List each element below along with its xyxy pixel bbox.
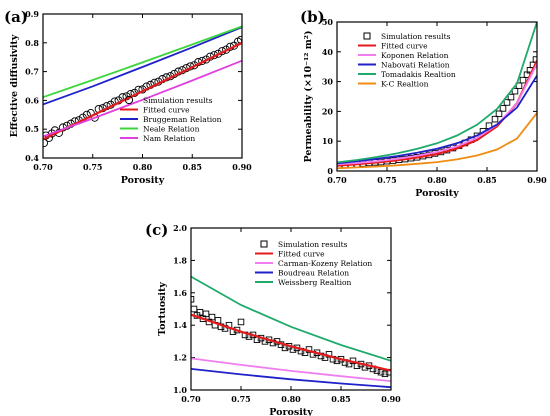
y-tick-label: 20	[322, 106, 334, 116]
data-point	[507, 93, 515, 101]
panel-c-tortuosity: (c) 0.70 0.75 0.80 0.85 0.90 1.0 1.2 1.4 1.6 1.8 2.…	[145, 221, 401, 416]
data-point	[499, 105, 507, 112]
legend-swatch	[363, 32, 371, 40]
legend-entry: Bruggeman Relation	[143, 115, 222, 124]
y-axis-label: Effective diffusivity	[9, 34, 20, 137]
series-line	[337, 75, 537, 165]
data-point	[495, 110, 503, 118]
legend-entry: Neale Relation	[143, 125, 200, 134]
legend-entry: Tomadakis Realtion	[381, 70, 456, 79]
legend-entry: Weissberg Realtion	[278, 278, 352, 287]
x-tick-label: 0.70	[181, 394, 201, 404]
x-tick-label: 0.85	[183, 162, 202, 172]
data-layer	[337, 22, 537, 170]
data-layer	[191, 275, 391, 389]
x-tick-label: 0.75	[377, 175, 396, 185]
y-tick-label: 0.6	[25, 95, 39, 105]
legend-entry: Nam Relation	[143, 134, 195, 143]
legend-entry: Simulation results	[143, 96, 213, 105]
legend-entry: Boudreau Relation	[278, 269, 349, 278]
y-tick-label: 50	[322, 17, 334, 27]
series-line	[43, 26, 242, 106]
x-tick-label: 0.90	[381, 394, 401, 404]
y-tick-label: 1.8	[173, 255, 187, 265]
y-tick-label: 1.4	[173, 320, 187, 330]
x-tick-label: 0.80	[133, 162, 153, 172]
x-tick-label: 0.75	[231, 394, 250, 404]
x-tick-label: 0.85	[477, 175, 496, 185]
y-tick-label: 1.0	[173, 385, 187, 395]
y-tick-label: 0	[327, 166, 333, 176]
y-tick-label: 1.6	[173, 288, 187, 298]
series-line	[337, 22, 537, 164]
y-tick-label: 2.0	[173, 223, 187, 233]
legend-entry: Fitted curve	[381, 42, 428, 51]
legend-entry: Koponen Relation	[381, 51, 449, 60]
legend-entry: Fitted curve	[278, 250, 325, 259]
plot-frame	[336, 21, 538, 172]
panel-label: (b)	[300, 8, 325, 26]
data-point	[519, 76, 527, 84]
data-layer	[43, 25, 242, 148]
legend-entry: Fitted curve	[143, 106, 190, 115]
y-tick-label: 1.2	[173, 353, 187, 363]
y-tick-label: 40	[322, 47, 334, 57]
panel-a-effective-diffusivity: (a) 0.70 0.75 0.80 0.85 0.90 0.4 0.5 0.6 0.7 0.8 0.…	[4, 8, 252, 186]
data-point	[503, 99, 511, 106]
data-point	[377, 368, 385, 376]
legend-entry: Nabovati Relation	[381, 61, 450, 70]
x-tick-label: 0.80	[427, 175, 447, 185]
data-point	[511, 87, 519, 95]
legend-entry: Simulation results	[278, 240, 348, 249]
series-line	[191, 275, 391, 362]
series-line	[191, 368, 391, 389]
y-axis-label: Permeability (×10⁻¹² m²)	[303, 31, 314, 163]
legend-swatch	[124, 95, 134, 105]
data-point	[237, 318, 245, 326]
x-tick-label: 0.75	[83, 162, 102, 172]
panel-label: (a)	[4, 8, 28, 26]
legend-entry: Carman-Kozeny Relation	[278, 259, 372, 268]
x-tick-label: 0.80	[281, 394, 301, 404]
y-tick-label: 0.4	[25, 153, 39, 163]
legend-swatch	[260, 240, 268, 248]
x-axis-label: Porosity	[269, 407, 313, 416]
data-point	[191, 305, 198, 313]
series-line	[191, 357, 391, 382]
series-line	[337, 63, 537, 166]
y-axis-label: Tortuosity	[157, 282, 168, 336]
y-tick-label: 30	[322, 77, 334, 87]
y-tick-label: 0.5	[25, 124, 39, 134]
series-line	[43, 59, 242, 138]
panel-b-permeability: (b) 0.70 0.75 0.80 0.85 0.90 0 10 20 30 40 50 Porosi…	[300, 8, 547, 199]
data-point	[381, 370, 389, 378]
data-point	[491, 115, 499, 123]
panel-label: (c)	[145, 221, 168, 239]
y-tick-label: 0.7	[25, 67, 39, 77]
series-line	[191, 313, 391, 372]
x-tick-label: 0.90	[232, 162, 252, 172]
series-line	[43, 25, 242, 99]
series-line	[43, 41, 242, 141]
plot-frame	[42, 13, 243, 159]
x-axis-label: Porosity	[121, 175, 165, 186]
x-tick-label: 0.90	[527, 175, 547, 185]
legend-entry: K-C Realtion	[381, 80, 429, 89]
x-tick-label: 0.70	[33, 162, 53, 172]
data-point	[191, 296, 195, 303]
series-line	[337, 112, 537, 170]
y-tick-label: 10	[322, 136, 334, 146]
y-tick-label: 0.9	[25, 9, 39, 19]
y-tick-label: 0.8	[25, 38, 39, 48]
x-tick-label: 0.70	[327, 175, 347, 185]
legend-entry: Simulation results	[381, 32, 451, 41]
plot-frame	[190, 227, 392, 391]
x-tick-label: 0.85	[331, 394, 350, 404]
x-axis-label: Porosity	[415, 188, 459, 199]
